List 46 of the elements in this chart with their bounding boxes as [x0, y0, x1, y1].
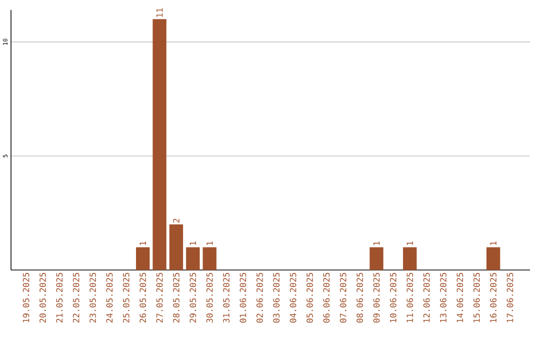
- x-tick-label: 31.05.2025: [223, 272, 230, 323]
- x-tick-label: 09.06.2025: [373, 272, 380, 323]
- x-tick-label: 11.06.2025: [406, 272, 414, 322]
- x-tick-label: 03.06.2025: [273, 272, 280, 323]
- bar: [370, 247, 384, 270]
- bar: [202, 247, 216, 270]
- x-tick-label: 27.05.2025: [156, 272, 163, 323]
- x-tick-label: 30.05.2025: [206, 272, 213, 323]
- data-label: 1: [406, 241, 413, 245]
- x-tick-label: 06.06.2025: [323, 272, 330, 323]
- x-tick-label: 05.06.2025: [306, 272, 313, 323]
- bar: [486, 247, 500, 270]
- x-tick-label: 02.06.2025: [256, 272, 263, 323]
- x-tick-label: 04.06.2025: [290, 272, 296, 323]
- x-tick-label: 19.05.2025: [22, 272, 30, 322]
- x-tick-label: 16.06.2025: [490, 272, 497, 322]
- x-tick-label: 13.06.2025: [440, 272, 446, 322]
- data-label: 1: [490, 241, 496, 245]
- x-tick-label: 25.05.2025: [122, 272, 130, 323]
- data-label: 11: [156, 8, 163, 17]
- x-tick-label: 29.05.2025: [190, 272, 196, 323]
- x-tick-label: 07.06.2025: [340, 272, 346, 323]
- bar: [169, 224, 184, 270]
- x-tick-label: 21.05.2025: [56, 272, 63, 323]
- x-tick-label: 20.05.2025: [40, 272, 46, 323]
- data-label: 1: [190, 241, 196, 245]
- data-label: 1: [140, 241, 146, 245]
- x-tick-label: 12.06.2025: [423, 272, 430, 322]
- data-label: 1: [206, 241, 213, 245]
- x-tick-label: 08.06.2025: [356, 272, 363, 323]
- x-tick-label: 26.05.2025: [140, 272, 146, 323]
- x-tick-label: 22.05.2025: [72, 272, 80, 323]
- x-tick-label: 24.05.2025: [106, 272, 113, 323]
- x-tick-label: 17.06.2025: [506, 272, 514, 322]
- bar: [152, 19, 166, 270]
- bar: [136, 247, 150, 270]
- bar: [186, 247, 200, 270]
- x-tick-label: 15.06.2025: [473, 272, 480, 322]
- x-tick-label: 14.06.2025: [456, 272, 464, 322]
- data-label: 2: [173, 218, 180, 223]
- x-tick-label: 01.06.2025: [240, 272, 246, 323]
- x-tick-label: 10.06.2025: [390, 272, 396, 322]
- data-label: 1: [373, 241, 380, 245]
- x-tick-label: 23.05.2025: [90, 272, 96, 323]
- x-tick-label: 28.05.2025: [173, 272, 180, 323]
- bar: [403, 247, 417, 270]
